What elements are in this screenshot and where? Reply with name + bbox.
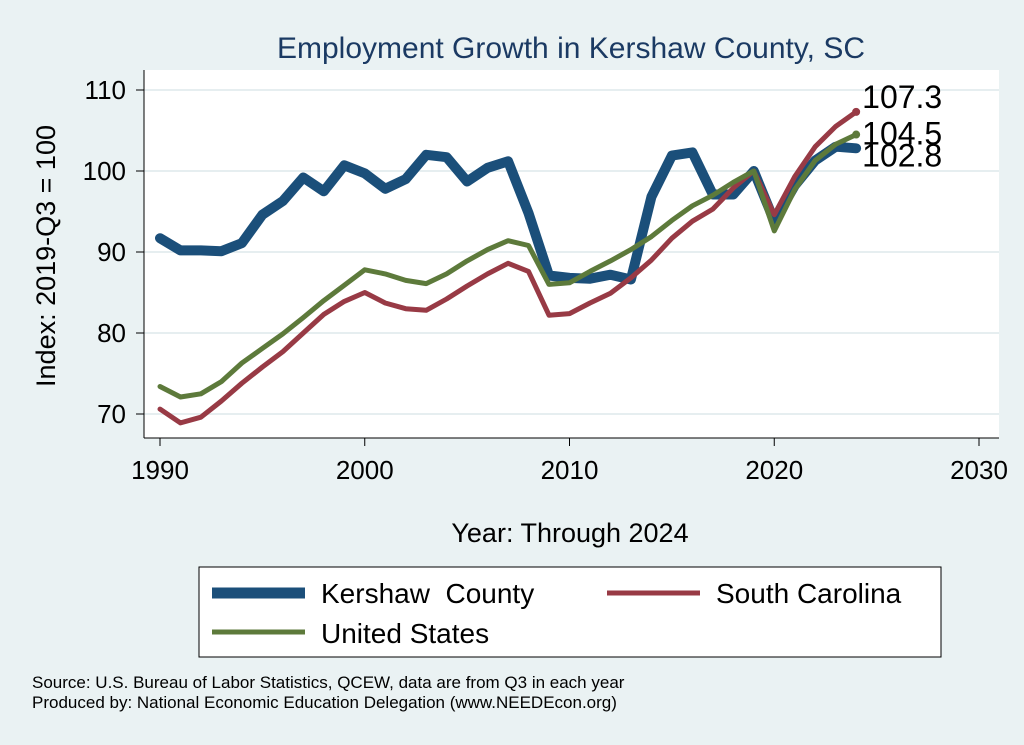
series-line-south-carolina [157,109,859,426]
end-label-united-states-marker [852,130,861,139]
x-axis-label: Year: Through 2024 [451,518,688,548]
x-tick-label-2: 2010 [541,455,599,485]
x-tick-label-0: 1990 [131,455,189,485]
x-tick-label-4: 2030 [950,455,1008,485]
y-tick-label-2: 90 [97,237,126,267]
source-note: Source: U.S. Bureau of Labor Statistics,… [32,673,625,692]
series-line-kershaw-county [155,141,862,285]
y-tick-label-3: 100 [83,156,126,186]
x-tick-label-1: 2000 [336,455,394,485]
y-tick-label-4: 110 [85,75,126,105]
legend: Kershaw County South Carolina United Sta… [198,566,942,658]
x-axis-ticks: 1990 2000 2010 2020 2030 [131,438,1008,485]
series-line-united-states [157,132,859,400]
end-label-kershaw-county-marker [852,144,861,153]
end-label-kershaw-county: 102.8 [862,137,942,173]
y-tick-label-0: 70 [97,399,126,429]
y-axis-ticks: 70 80 90 100 110 [83,75,144,429]
end-label-united-states: 104.5 [862,116,942,152]
legend-label-united-states: United States [321,618,489,649]
series-lines [155,109,862,426]
x-tick-label-3: 2020 [745,455,803,485]
producer-note: Produced by: National Economic Education… [32,693,617,712]
y-tick-label-1: 80 [97,318,126,348]
end-label-south-carolina: 107.3 [862,79,942,115]
legend-label-kershaw: Kershaw County [321,578,534,609]
y-axis-label: Index: 2019-Q3 = 100 [31,125,61,387]
legend-box [198,566,942,658]
chart-title: Employment Growth in Kershaw County, SC [277,32,865,65]
end-label-south-carolina-marker [852,107,861,116]
legend-label-south-carolina: South Carolina [716,578,902,609]
